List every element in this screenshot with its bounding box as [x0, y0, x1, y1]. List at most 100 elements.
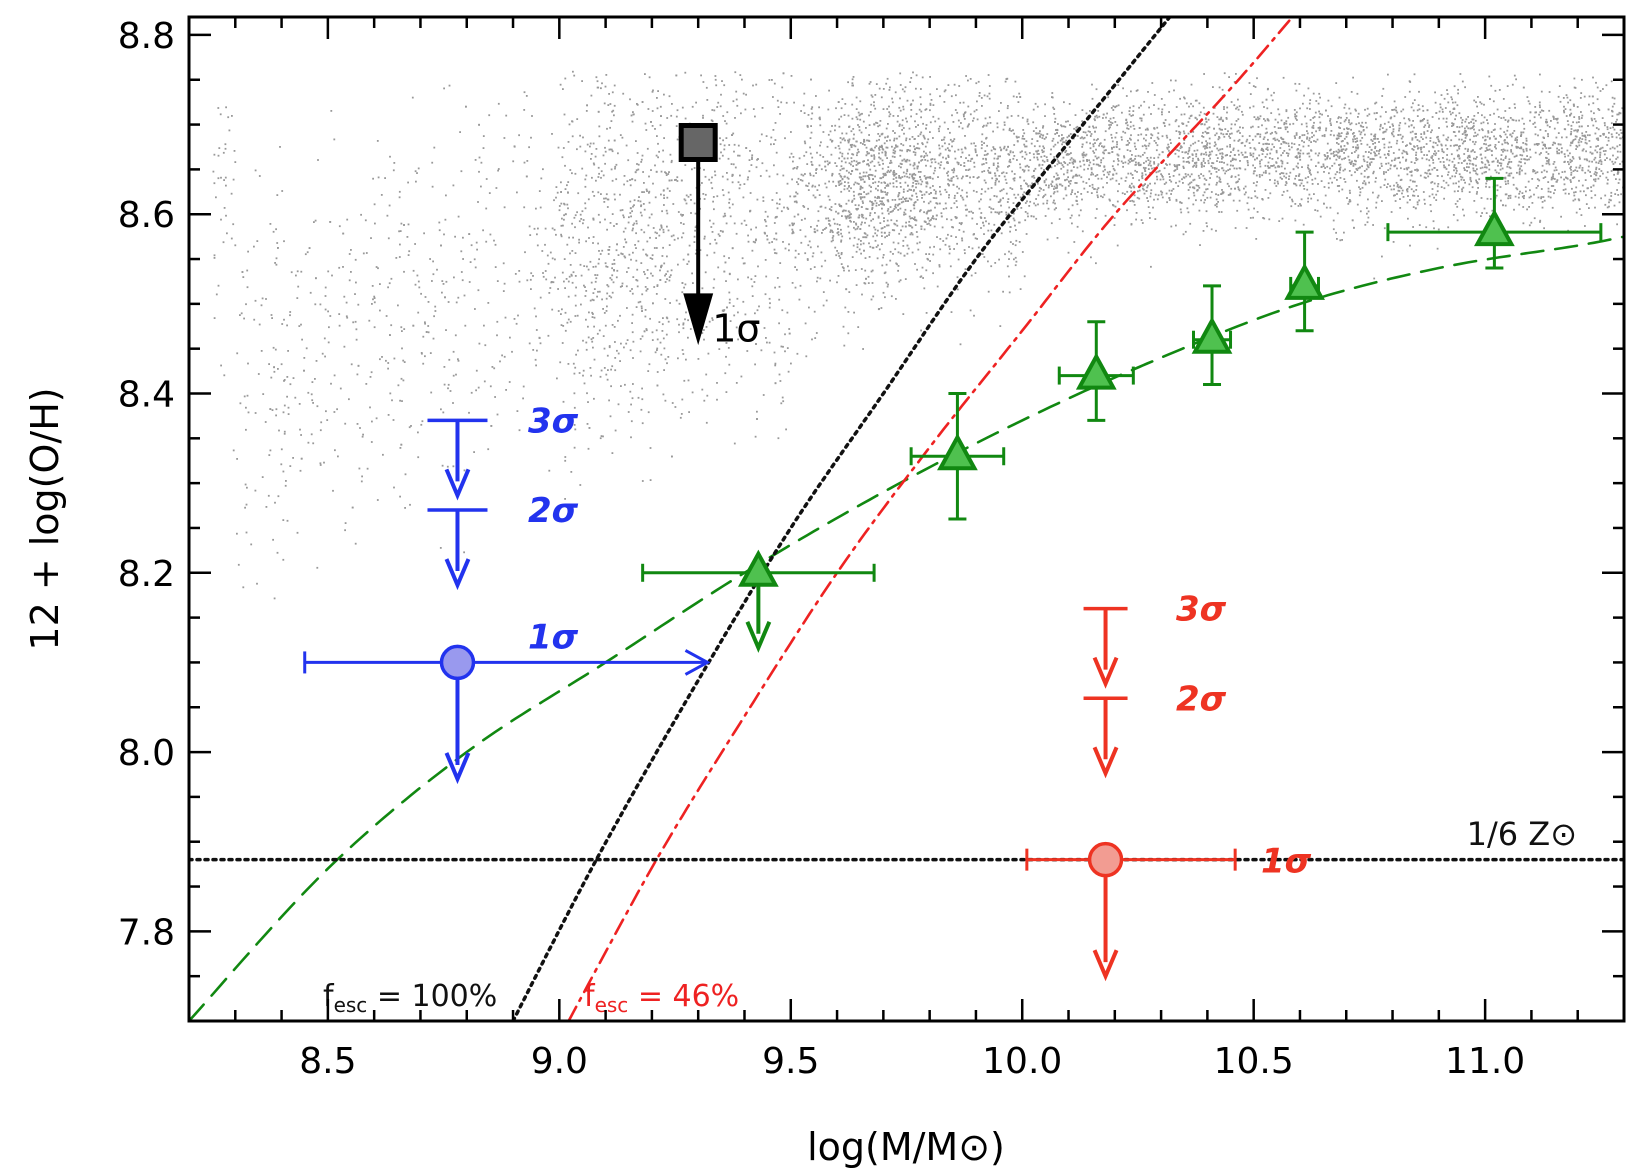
cloud-point [725, 355, 727, 358]
cloud-point [735, 326, 738, 329]
cloud-point [1572, 121, 1574, 124]
cloud-point [1259, 135, 1262, 138]
cloud-point [848, 269, 850, 272]
cloud-point [878, 87, 881, 90]
cloud-point [630, 420, 633, 423]
cloud-point [974, 272, 977, 274]
cloud-point [404, 473, 407, 476]
cloud-point [1032, 130, 1035, 132]
cloud-point [645, 328, 648, 330]
cloud-point [254, 299, 257, 302]
cloud-point [862, 202, 864, 204]
cloud-point [1515, 155, 1518, 157]
cloud-point [742, 92, 745, 95]
cloud-point [775, 151, 778, 154]
cloud-point [889, 211, 892, 213]
cloud-point [1256, 196, 1259, 199]
cloud-point [636, 152, 639, 154]
cloud-point [561, 308, 563, 311]
cloud-point [1547, 162, 1550, 164]
cloud-point [662, 393, 665, 396]
cloud-point [297, 285, 300, 288]
cloud-point [1399, 207, 1402, 209]
cloud-point [644, 309, 647, 311]
cloud-point [261, 476, 264, 478]
cloud-point [1226, 111, 1228, 114]
cloud-point [1340, 135, 1342, 138]
cloud-point [613, 262, 616, 265]
cloud-point [1294, 177, 1296, 180]
cloud-point [805, 184, 807, 187]
cloud-point [1064, 186, 1067, 189]
cloud-point [524, 251, 526, 254]
cloud-point [815, 95, 817, 97]
cloud-point [1566, 149, 1569, 152]
cloud-point [1469, 178, 1472, 181]
cloud-point [728, 298, 731, 301]
cloud-point [1522, 222, 1525, 225]
cloud-point [716, 106, 719, 108]
cloud-point [1192, 105, 1194, 108]
cloud-point [567, 280, 570, 283]
cloud-point [1541, 147, 1544, 150]
cloud-point [572, 70, 574, 73]
cloud-point [1057, 161, 1060, 163]
cloud-point [1218, 176, 1221, 179]
cloud-point [526, 279, 529, 282]
cloud-point [1404, 96, 1407, 98]
cloud-point [1356, 137, 1358, 140]
cloud-point [1069, 217, 1072, 219]
cloud-point [463, 551, 465, 554]
cloud-point [1455, 172, 1458, 174]
cloud-point [1415, 185, 1418, 187]
cloud-point [873, 154, 875, 157]
cloud-point [896, 137, 898, 140]
cloud-point [1284, 128, 1287, 131]
cloud-point [855, 284, 858, 286]
cloud-point [1121, 192, 1124, 195]
cloud-point [834, 146, 837, 149]
cloud-point [1278, 220, 1281, 222]
cloud-point [722, 194, 725, 197]
cloud-point [1097, 177, 1100, 180]
cloud-point [286, 519, 289, 522]
cloud-point [1157, 138, 1160, 140]
cloud-point [869, 161, 872, 164]
cloud-point [1548, 126, 1551, 128]
cloud-point [1149, 156, 1152, 159]
cloud-point [1421, 157, 1424, 160]
cloud-point [369, 406, 371, 409]
cloud-point [1484, 156, 1487, 159]
cloud-point [748, 170, 751, 173]
cloud-point [1357, 146, 1360, 149]
cloud-point [976, 118, 979, 121]
cloud-point [788, 249, 790, 252]
cloud-point [1579, 158, 1581, 160]
cloud-point [1504, 180, 1507, 183]
cloud-point [923, 137, 926, 140]
cloud-point [1290, 146, 1293, 149]
cloud-point [474, 159, 477, 161]
cloud-point [1184, 230, 1187, 233]
cloud-point [892, 130, 894, 132]
cloud-point [1014, 244, 1017, 247]
cloud-point [217, 107, 220, 109]
cloud-point [549, 251, 552, 254]
cloud-point [1357, 154, 1360, 157]
cloud-point [943, 167, 946, 170]
cloud-point [820, 205, 823, 208]
cloud-point [1374, 145, 1377, 148]
cloud-point [1095, 163, 1098, 166]
cloud-point [1057, 141, 1059, 144]
cloud-point [1540, 197, 1542, 200]
cloud-point [1067, 120, 1069, 123]
cloud-point [1285, 122, 1288, 125]
cloud-point [414, 243, 416, 245]
cloud-point [551, 257, 554, 260]
cloud-point [721, 175, 724, 178]
cloud-point [574, 214, 577, 217]
cloud-point [911, 175, 913, 177]
cloud-point [1374, 154, 1377, 157]
cloud-point [914, 138, 916, 140]
cloud-point [983, 94, 986, 97]
